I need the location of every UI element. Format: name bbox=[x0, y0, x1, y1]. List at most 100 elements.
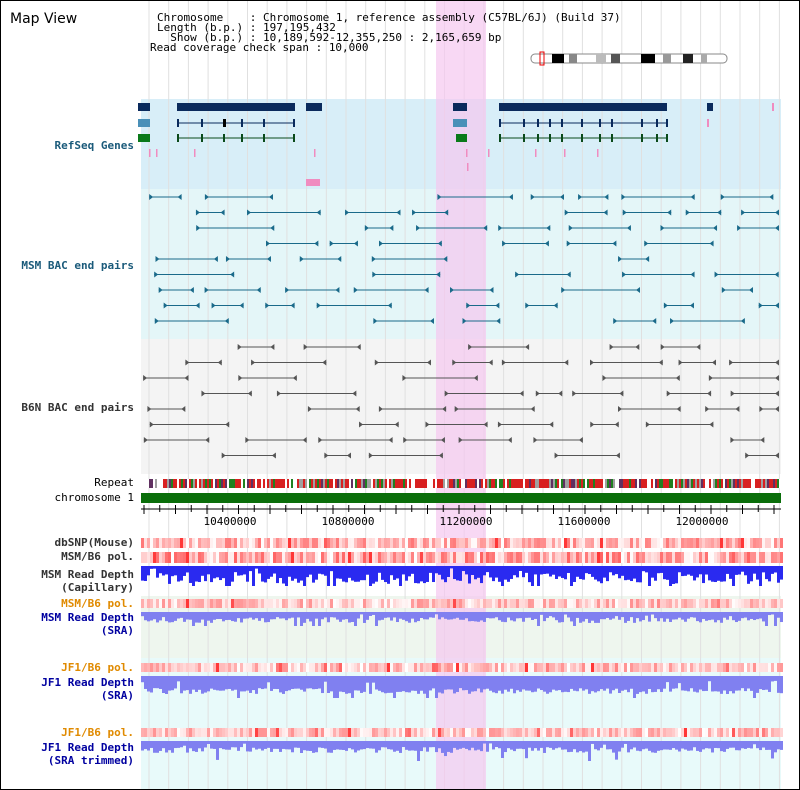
msm-depth-cap-bar bbox=[477, 566, 480, 578]
refseq-genes-label[interactable]: RefSeq Genes bbox=[54, 139, 134, 152]
msm-depth-cap-bar bbox=[378, 566, 381, 573]
msm-b6-pol-cell bbox=[714, 552, 717, 563]
msm-b6-pol-cell bbox=[222, 552, 225, 563]
msm-depth-cap-bar bbox=[390, 566, 393, 576]
msm-b6-pol2-cell bbox=[183, 599, 186, 608]
gene-exon bbox=[581, 119, 583, 127]
jf1-b6-pol-cell bbox=[423, 663, 426, 672]
msm-b6-pol2-cell bbox=[336, 599, 339, 608]
jf1-b6-pol-cell bbox=[504, 663, 507, 672]
jf1-depth-trim-bar bbox=[171, 741, 174, 753]
jf1-depth-sra-bar bbox=[372, 676, 375, 683]
msm-b6-pol-label[interactable]: MSM/B6 pol. bbox=[61, 550, 134, 563]
msm-b6-pol-cell bbox=[369, 552, 372, 563]
jf1-b6-pol-cell bbox=[312, 663, 315, 672]
msm-b6-pol2-cell bbox=[714, 599, 717, 608]
repeat-segment bbox=[637, 479, 639, 488]
jf1-depth-trim-bar bbox=[609, 741, 612, 750]
jf1-depth-trim-bar bbox=[762, 741, 765, 748]
dbsnp-cell bbox=[378, 538, 381, 548]
jf1-depth-trim-label[interactable]: JF1 Read Depth bbox=[41, 741, 134, 754]
b6n-bac-pair-end bbox=[614, 421, 619, 428]
msm-depth-cap-bar bbox=[414, 566, 417, 584]
gene-exon bbox=[666, 119, 668, 127]
b6n-bac-pair-end bbox=[438, 452, 443, 459]
msm-b6-pol-cell bbox=[204, 552, 207, 563]
msm-depth-cap-bar bbox=[537, 566, 540, 586]
repeat-segment bbox=[385, 479, 387, 488]
repeat-segment bbox=[665, 479, 667, 488]
msm-depth-sra-bar bbox=[240, 612, 243, 623]
dbsnp-cell bbox=[225, 538, 228, 548]
msm-depth-cap-bar bbox=[207, 566, 210, 575]
jf1-depth-trim-bar bbox=[342, 741, 345, 750]
msm-b6-pol2-cell bbox=[657, 599, 660, 608]
jf1-depth-sra-label[interactable]: JF1 Read Depth bbox=[41, 676, 134, 689]
msm-depth-sra-label[interactable]: MSM Read Depth bbox=[41, 611, 134, 624]
repeat-segment bbox=[219, 479, 221, 488]
msm-bac-label[interactable]: MSM BAC end pairs bbox=[21, 259, 134, 272]
msm-depth-cap-bar bbox=[447, 566, 450, 577]
msm-bac-pair-end bbox=[645, 256, 650, 262]
msm-b6-pol2-cell bbox=[303, 599, 306, 608]
dbsnp-cell bbox=[522, 538, 525, 548]
jf1-depth-trim-bar bbox=[576, 741, 579, 753]
jf1-depth-trim-bar bbox=[759, 741, 762, 751]
jf1-b6-pol2-cell bbox=[699, 728, 702, 737]
b6n-bac-pair-end bbox=[276, 390, 281, 397]
msm-depth-sra-bar bbox=[396, 612, 399, 623]
jf1-b6-pol-label[interactable]: JF1/B6 pol. bbox=[61, 661, 134, 674]
gene-block bbox=[453, 103, 467, 111]
jf1-b6-pol-cell bbox=[447, 663, 450, 672]
repeat-segment bbox=[747, 479, 749, 488]
repeat-segment bbox=[411, 479, 413, 488]
jf1-b6-pol2-cell bbox=[585, 728, 588, 737]
repeat-segment bbox=[755, 479, 757, 488]
jf1-b6-pol2-cell bbox=[267, 728, 270, 737]
dbsnp-label[interactable]: dbSNP(Mouse) bbox=[54, 536, 134, 549]
jf1-b6-pol2-label[interactable]: JF1/B6 pol. bbox=[61, 726, 134, 739]
jf1-b6-pol2-cell bbox=[222, 728, 225, 737]
msm-bac-pair-end bbox=[566, 240, 571, 247]
repeat-segment bbox=[529, 479, 531, 488]
msm-b6-pol-cell bbox=[567, 552, 570, 563]
msm-b6-pol2-cell bbox=[480, 599, 483, 608]
msm-depth-sra-bar bbox=[438, 612, 441, 620]
jf1-depth-trim-bar bbox=[750, 741, 753, 749]
msm-b6-pol2-cell bbox=[150, 599, 153, 608]
msm-depth-capillary-label[interactable]: MSM Read Depth bbox=[41, 568, 134, 581]
dbsnp-cell bbox=[222, 538, 225, 548]
msm-b6-pol2-cell bbox=[402, 599, 405, 608]
jf1-depth-sra-bar bbox=[285, 676, 288, 692]
repeat-segment bbox=[353, 479, 355, 488]
dbsnp-cell bbox=[549, 538, 552, 548]
repeat-segment bbox=[763, 479, 765, 488]
msm-depth-sra-bar bbox=[204, 612, 207, 626]
repeat-segment bbox=[281, 479, 283, 488]
msm-bac-pair-end bbox=[387, 302, 392, 309]
dbsnp-cell bbox=[459, 538, 462, 548]
dbsnp-cell bbox=[498, 538, 501, 548]
msm-depth-sra-bar bbox=[519, 612, 522, 619]
msm-b6-pol2-label[interactable]: MSM/B6 pol. bbox=[61, 597, 134, 610]
jf1-depth-sra-bar bbox=[648, 676, 651, 690]
msm-b6-pol2-cell bbox=[507, 599, 510, 608]
msm-b6-pol2-cell bbox=[696, 599, 699, 608]
dbsnp-cell bbox=[411, 538, 414, 548]
repeat-segment bbox=[453, 479, 455, 488]
msm-depth-sra-bar bbox=[300, 612, 303, 626]
b6n-bac-pair-end bbox=[709, 421, 714, 428]
dbsnp-cell bbox=[369, 538, 372, 548]
dbsnp-cell bbox=[264, 538, 267, 548]
jf1-depth-sra-bar bbox=[558, 676, 561, 691]
b6n-bac-label[interactable]: B6N BAC end pairs bbox=[21, 401, 134, 414]
jf1-b6-pol2-cell bbox=[384, 728, 387, 737]
msm-b6-pol-cell bbox=[597, 552, 600, 563]
msm-depth-sra-bar bbox=[594, 612, 597, 623]
jf1-b6-pol-cell bbox=[183, 663, 186, 672]
jf1-b6-pol-cell bbox=[351, 663, 354, 672]
msm-b6-pol2-cell bbox=[681, 599, 684, 608]
repeat-segment bbox=[227, 479, 229, 488]
jf1-b6-pol2-cell bbox=[657, 728, 660, 737]
repeat-segment bbox=[553, 479, 555, 488]
